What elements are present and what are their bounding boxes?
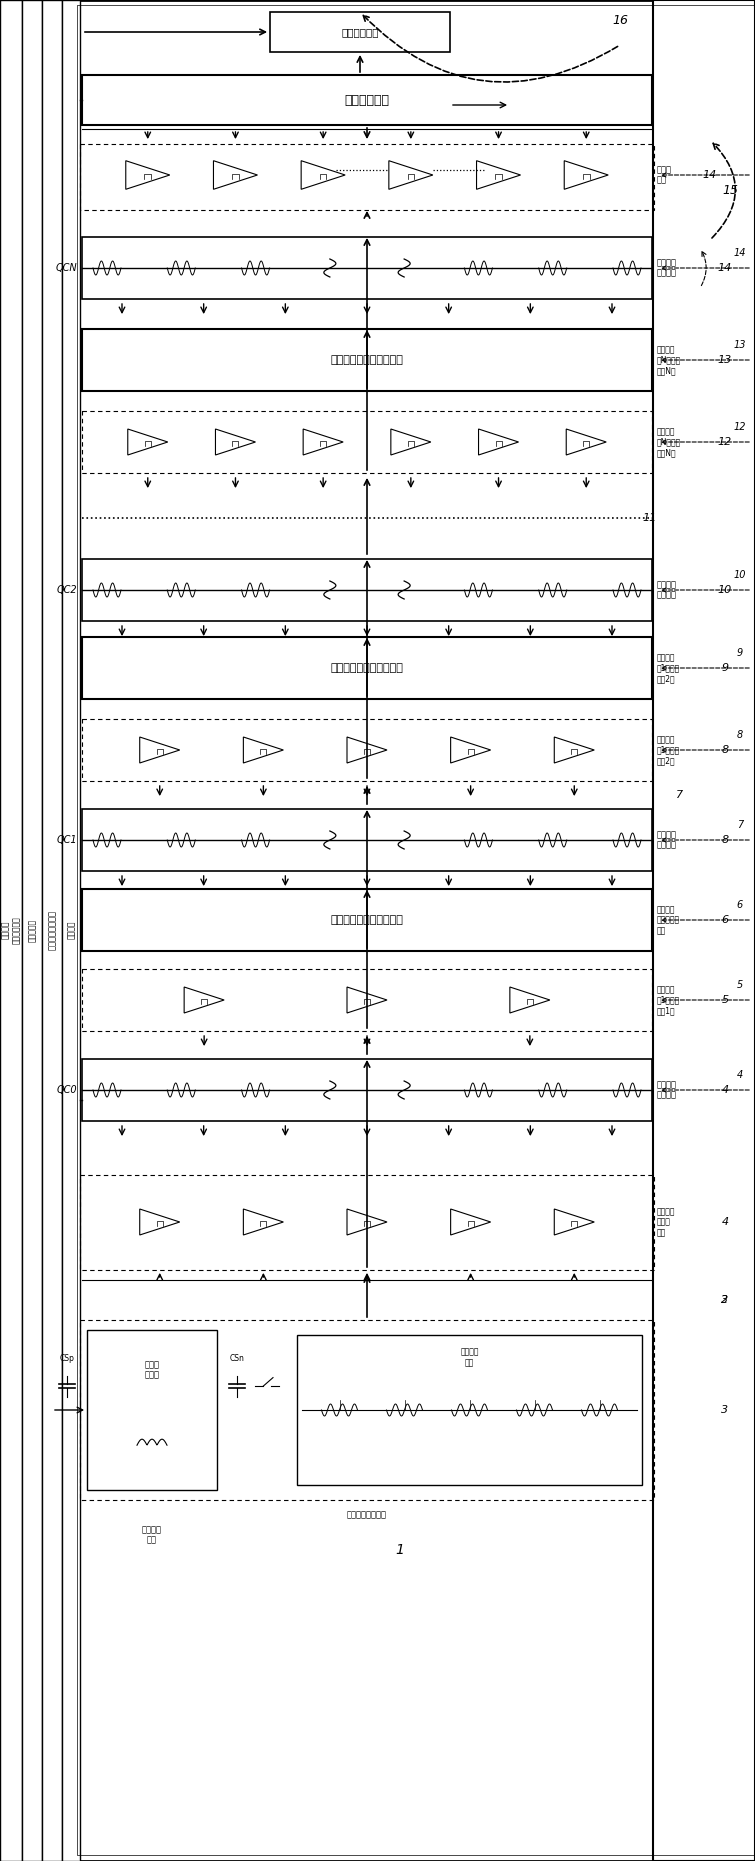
Bar [297, 1334, 642, 1485]
Text: 失调平均
电路网络: 失调平均 电路网络 [657, 259, 677, 277]
Text: QC0: QC0 [57, 1085, 77, 1094]
FancyArrowPatch shape [662, 837, 749, 841]
Bar [653, 0, 753, 1861]
Text: 比较器
阵列: 比较器 阵列 [657, 166, 672, 184]
Text: 10: 10 [718, 584, 732, 596]
Bar [82, 718, 652, 782]
Text: 失调平均
电路网络: 失调平均 电路网络 [657, 830, 677, 850]
Text: CSn: CSn [230, 1355, 245, 1364]
Text: QC2: QC2 [57, 584, 77, 596]
Text: 16: 16 [612, 13, 628, 26]
Bar [87, 1331, 217, 1491]
Text: 3: 3 [722, 1295, 729, 1305]
Text: 系统时钟产生模块: 系统时钟产生模块 [48, 910, 57, 949]
Text: 区间系数及区间电路一级: 区间系数及区间电路一级 [331, 663, 403, 674]
Text: 5: 5 [737, 981, 743, 990]
Bar [22, 0, 42, 1861]
Text: 7: 7 [737, 821, 743, 830]
Text: 4: 4 [737, 1070, 743, 1079]
Bar [653, 0, 755, 1861]
Bar [62, 0, 80, 1861]
Bar [42, 0, 62, 1861]
Text: 2: 2 [722, 1295, 729, 1305]
Text: 8: 8 [722, 836, 729, 845]
Text: 内插系数
为N的内插
电路N级: 内插系数 为N的内插 电路N级 [657, 344, 681, 374]
Text: 5: 5 [722, 996, 729, 1005]
FancyArrowPatch shape [662, 666, 749, 670]
FancyArrowPatch shape [662, 997, 749, 1001]
Text: QC1: QC1 [57, 836, 77, 845]
FancyArrowPatch shape [363, 15, 618, 82]
Text: 9: 9 [737, 648, 743, 659]
Text: 15: 15 [722, 184, 738, 197]
FancyArrowPatch shape [662, 357, 749, 361]
FancyArrowPatch shape [662, 266, 749, 270]
Bar [80, 1174, 654, 1269]
Text: 二进制编码器: 二进制编码器 [341, 28, 379, 37]
Text: 折叠系数
为N的折叠
电路N级: 折叠系数 为N的折叠 电路N级 [657, 428, 681, 458]
Text: 折叠系数
为1的折叠
电路1级: 折叠系数 为1的折叠 电路1级 [657, 984, 680, 1014]
FancyArrowPatch shape [662, 917, 749, 921]
FancyArrowPatch shape [662, 1089, 749, 1092]
Bar [82, 1059, 652, 1120]
Text: 4: 4 [722, 1085, 729, 1094]
Text: 7: 7 [676, 791, 683, 800]
Bar [82, 411, 652, 473]
Bar [80, 1319, 654, 1500]
Text: 14: 14 [703, 169, 717, 181]
Text: 比较器时钟: 比较器时钟 [27, 919, 36, 942]
Text: 3: 3 [722, 1405, 729, 1414]
Bar [82, 970, 652, 1031]
Text: 折叠系数
为1的折叠
电路2级: 折叠系数 为1的折叠 电路2级 [657, 735, 680, 765]
FancyArrowPatch shape [662, 173, 749, 177]
Text: 模拟采
样保持: 模拟采 样保持 [144, 1360, 159, 1379]
Text: 14: 14 [718, 262, 732, 274]
Text: 6: 6 [737, 901, 743, 910]
Text: 模拟输入
信号: 模拟输入 信号 [142, 1526, 162, 1545]
Bar [80, 143, 654, 210]
Text: 失调平均
电路网络: 失调平均 电路网络 [657, 581, 677, 599]
FancyArrowPatch shape [662, 748, 749, 752]
Bar [82, 74, 652, 125]
Text: 12: 12 [734, 422, 746, 432]
Text: 8: 8 [737, 730, 743, 741]
Text: 13: 13 [718, 355, 732, 365]
Bar [82, 890, 652, 951]
Text: 1: 1 [396, 1543, 405, 1558]
Text: 差分输入
放大器
阵列: 差分输入 放大器 阵列 [657, 1208, 676, 1238]
Text: 12: 12 [718, 437, 732, 447]
Text: 11: 11 [643, 514, 657, 523]
Text: 采样逻辑电路: 采样逻辑电路 [344, 93, 390, 106]
Bar [270, 11, 450, 52]
Text: 内插系数
为1的内插
电路2级: 内插系数 为1的内插 电路2级 [657, 653, 680, 683]
FancyArrowPatch shape [662, 439, 749, 445]
Text: 差分输入压自差分: 差分输入压自差分 [347, 1511, 387, 1519]
Bar [82, 558, 652, 622]
Bar [82, 810, 652, 871]
Text: 失调平均
电路网络: 失调平均 电路网络 [657, 1079, 677, 1100]
Bar [82, 329, 652, 391]
Bar [82, 636, 652, 700]
Text: 区间系数
及区间电路
一级: 区间系数 及区间电路 一级 [657, 904, 680, 934]
Text: 9: 9 [722, 663, 729, 674]
Text: CSp: CSp [60, 1355, 75, 1364]
FancyArrowPatch shape [712, 143, 735, 238]
Bar [0, 0, 22, 1861]
Text: 13: 13 [734, 341, 746, 350]
Text: 采样时钟: 采样时钟 [66, 921, 76, 940]
Text: QCN: QCN [55, 262, 77, 274]
Text: 8: 8 [722, 744, 729, 756]
Text: 4: 4 [722, 1217, 729, 1226]
FancyArrowPatch shape [662, 588, 749, 592]
Text: 6: 6 [722, 916, 729, 925]
Text: 14: 14 [734, 248, 746, 259]
Text: 参考电阻
阵列: 参考电阻 阵列 [461, 1347, 479, 1368]
Bar [0, 0, 42, 1861]
Text: 区间系数及区间电路一级: 区间系数及区间电路一级 [331, 916, 403, 925]
FancyArrowPatch shape [701, 251, 706, 285]
Text: 编码时钟
数据同步时钟: 编码时钟 数据同步时钟 [2, 916, 20, 944]
Text: 10: 10 [734, 569, 746, 581]
Bar [82, 236, 652, 300]
Text: 区间系数及区间电路一级: 区间系数及区间电路一级 [331, 355, 403, 365]
